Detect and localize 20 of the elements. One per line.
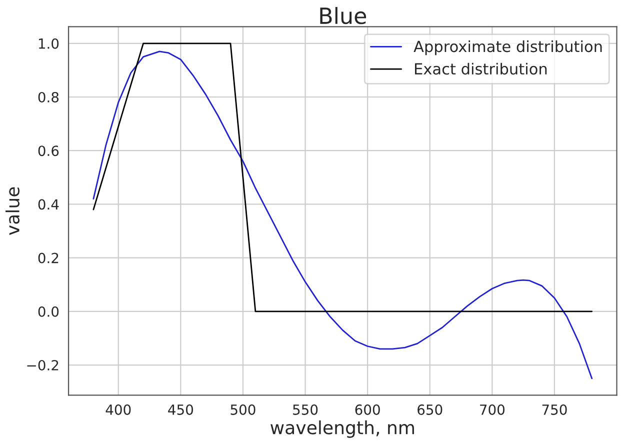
x-tick-label: 650 — [418, 404, 442, 415]
x-tick-label: 500 — [230, 404, 256, 415]
x-axis-title: wavelength, nm — [270, 420, 414, 438]
y-tick-label: 0.2 — [38, 252, 58, 264]
legend-label: Exact distribution — [415, 62, 547, 75]
y-axis-title: value — [6, 187, 20, 236]
y-tick-label: −0.2 — [27, 360, 58, 370]
x-tick-label: 700 — [480, 404, 504, 415]
legend-label: Approximate distribution — [414, 40, 602, 56]
x-tick-label: 400 — [106, 404, 131, 415]
y-tick-label: 0.4 — [38, 199, 59, 210]
x-tick-label: 450 — [168, 404, 193, 415]
x-tick-label: 550 — [293, 404, 318, 415]
chart-title: Blue — [320, 6, 366, 24]
y-tick-label: 0.0 — [38, 306, 59, 317]
y-tick-label: 0.8 — [38, 92, 59, 102]
y-tick-label: 0.6 — [38, 146, 59, 156]
y-tick-label: 1.0 — [38, 38, 59, 49]
x-tick-label: 750 — [542, 404, 567, 415]
x-tick-label: 600 — [355, 404, 380, 415]
